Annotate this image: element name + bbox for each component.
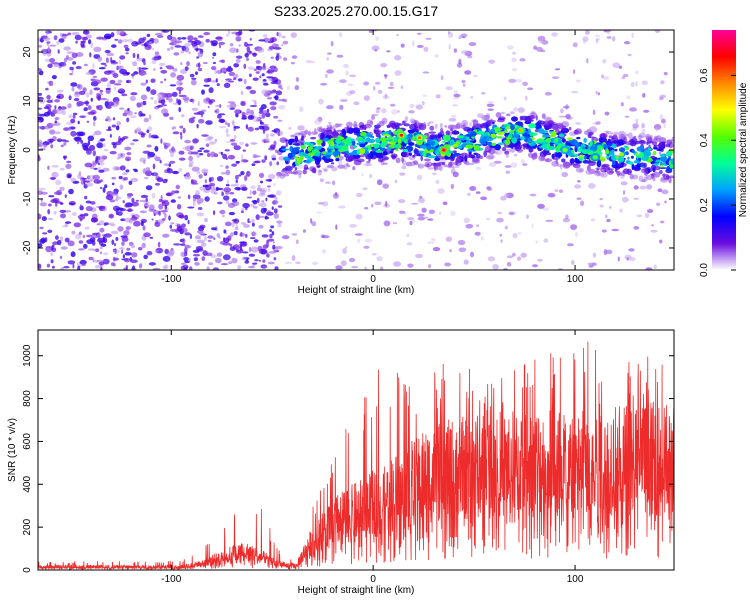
colorbar-tick-label: 0.4 — [699, 133, 710, 147]
spectrogram-heatmap — [38, 30, 674, 270]
spectrogram-y-tick-label: 0 — [22, 147, 33, 153]
colorbar-label: Normalized spectral amplitude — [738, 82, 749, 217]
colorbar-tick-label: 0.6 — [699, 68, 710, 82]
spectrogram-y-tick-label: 20 — [22, 46, 33, 58]
spectrogram-x-tick-label: 0 — [370, 274, 376, 285]
snr-y-tick-label: 0 — [22, 567, 33, 573]
snr-x-tick-label: -100 — [161, 574, 181, 585]
snr-y-tick-label: 400 — [22, 476, 33, 493]
snr-y-tick-label: 200 — [22, 518, 33, 535]
snr-y-tick-label: 600 — [22, 433, 33, 450]
colorbar-tick-label: 0.2 — [699, 198, 710, 212]
colorbar-ticks: 0.0 0.2 0.4 0.6 — [699, 68, 736, 277]
snr-x-tick-label: 100 — [567, 574, 584, 585]
snr-y-tick-label: 1000 — [22, 344, 33, 367]
snr-series-line — [38, 341, 674, 570]
snr-plot-area — [38, 341, 674, 570]
figure-title: S233.2025.270.00.15.G17 — [274, 3, 438, 19]
spectrogram-y-tick-label: -10 — [22, 191, 33, 206]
colorbar-ramp — [712, 30, 736, 270]
colorbar-tick-label: 0.0 — [699, 263, 710, 277]
snr-x-tick-label: 0 — [370, 574, 376, 585]
spectrogram-x-axis-label: Height of straight line (km) — [298, 285, 415, 296]
spectrogram-y-tick-label: 10 — [22, 95, 33, 107]
snr-frame — [37, 329, 675, 571]
snr-y-tick-label: 800 — [22, 390, 33, 407]
snr-x-axis-label: Height of straight line (km) — [298, 585, 415, 596]
snr-y-axis-label: SNR (10 * v/v) — [7, 418, 18, 482]
spectrogram-y-tick-label: -20 — [22, 240, 33, 255]
colorbar: 0.0 0.2 0.4 0.6 Normalized spectral amplitu… — [699, 30, 749, 277]
spectrogram-y-axis-label: Frequency (Hz) — [7, 116, 18, 185]
spectrogram-x-tick-label: 100 — [567, 274, 584, 285]
spectrogram-x-tick-label: -100 — [161, 274, 181, 285]
